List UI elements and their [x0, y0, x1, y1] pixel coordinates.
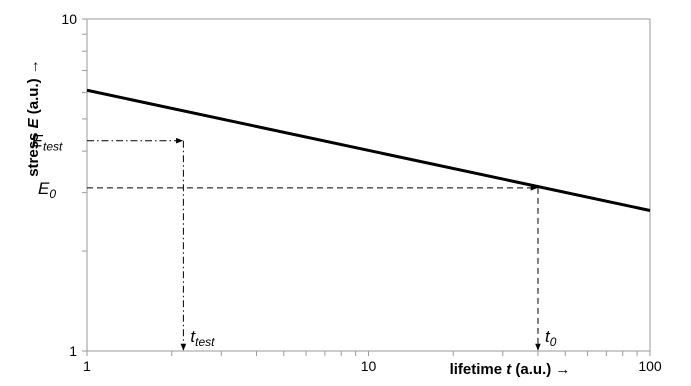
y-tick-label: 1: [69, 343, 77, 359]
t-label-test: ttest: [190, 327, 215, 349]
x-tick-label: 10: [361, 358, 377, 374]
x-tick-label: 100: [638, 358, 662, 374]
t-label-zero: t0: [545, 327, 557, 349]
e-label-zero: E0: [38, 179, 56, 201]
y-axis-label: stress E (a.u.) →: [25, 59, 42, 177]
e-label-test: Etest: [32, 132, 63, 154]
y-tick-label: 10: [61, 11, 77, 27]
plot-frame: [86, 18, 651, 352]
x-tick-label: 1: [83, 358, 91, 374]
x-axis-label: lifetime t (a.u.) →: [450, 361, 571, 378]
series-line-1: [86, 88, 651, 212]
